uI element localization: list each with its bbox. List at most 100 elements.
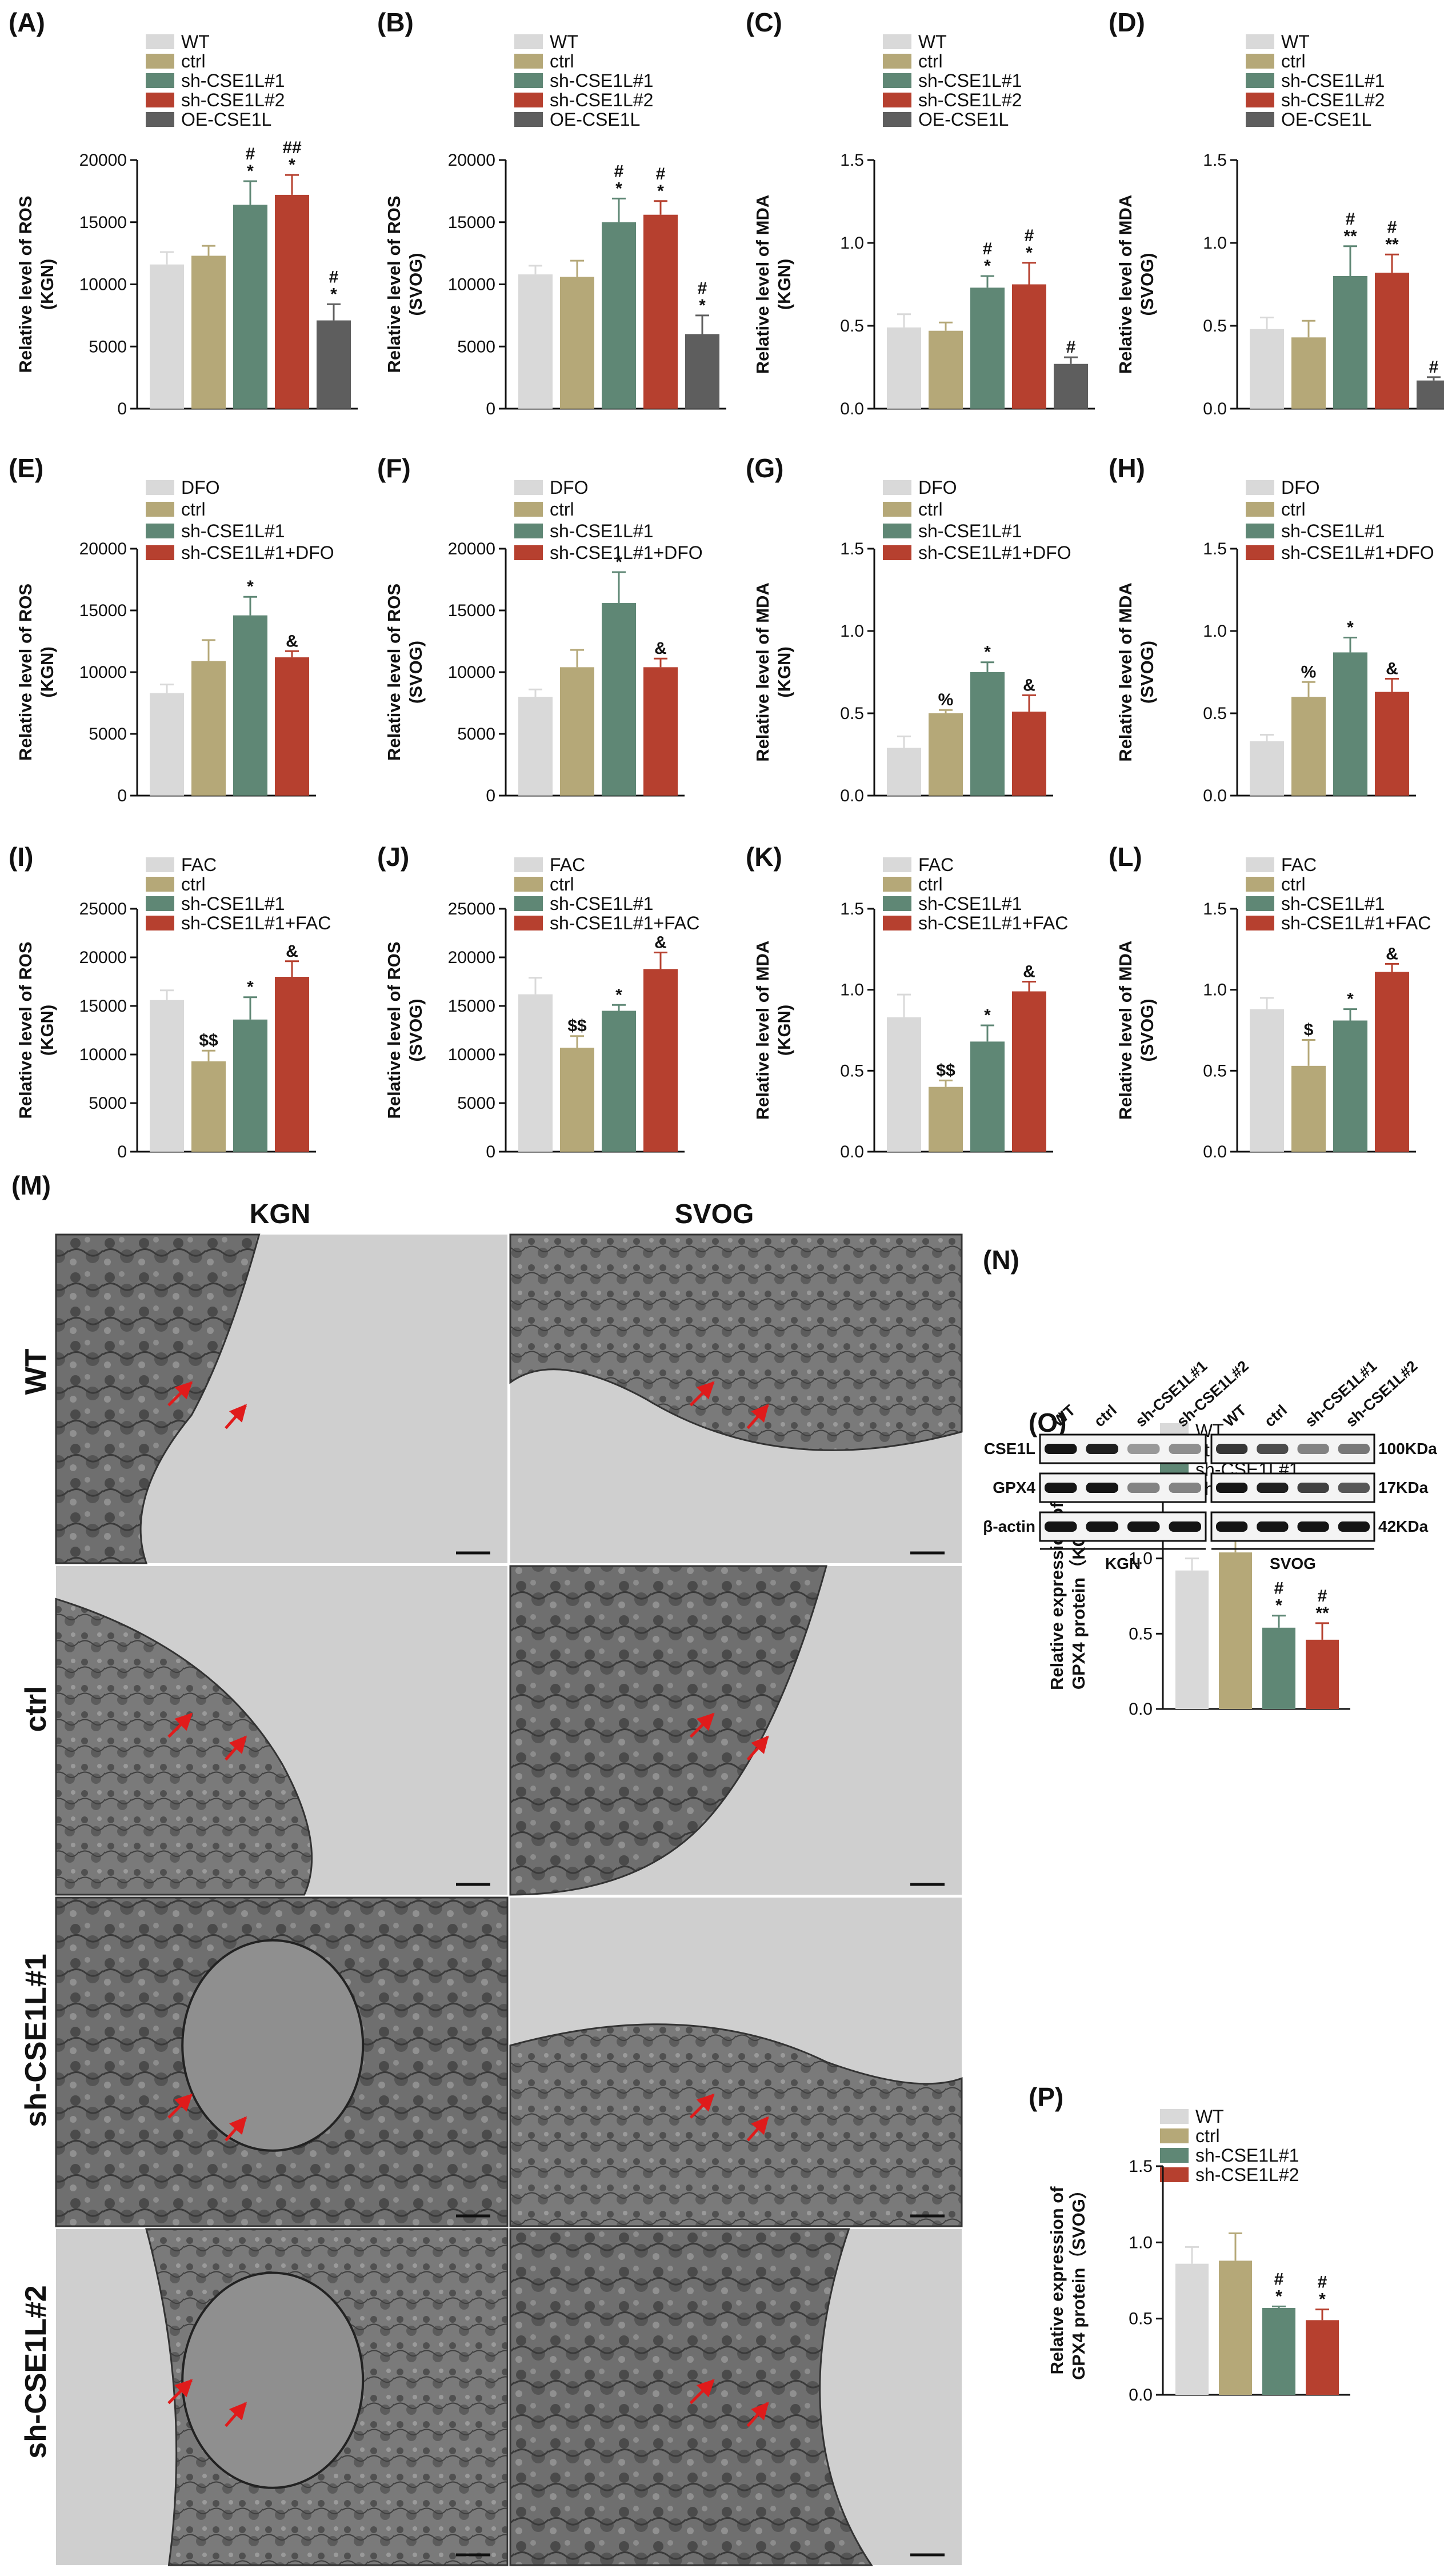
y-axis-label-line: (KGN) [37,1005,57,1056]
bar [970,1041,1005,1152]
y-tick-label: 1.5 [1203,900,1227,918]
bar [887,1017,921,1152]
legend-label: sh-CSE1L#2 [1195,2164,1299,2185]
significance-mark: * [699,296,706,315]
legend-label: sh-CSE1L#1+FAC [550,913,699,933]
em-image-ctrl-KGN [55,1566,507,1896]
legend-swatch [146,877,174,892]
em-image-sh-CSE1L#1-SVOG [509,1898,963,2227]
wb-band [1086,1521,1118,1532]
y-tick-label: 5000 [457,725,495,744]
legend-swatch [514,877,543,892]
significance-mark: & [1023,676,1035,694]
wb-band [1297,1444,1329,1454]
legend-label: sh-CSE1L#1 [550,70,653,91]
legend-label: sh-CSE1L#1 [1281,893,1385,914]
legend-swatch [883,112,911,127]
legend-swatch [883,524,911,538]
legend-swatch [146,112,174,127]
y-tick-label: 0.5 [840,317,864,336]
legend-swatch [883,877,911,892]
significance-mark: # [246,145,255,163]
legend-label: WT [1195,2106,1224,2127]
panel-label: (C) [746,7,782,37]
wb-size-label: 100KDa [1378,1440,1437,1457]
y-axis-label-line: Relative level of ROS [15,941,35,1119]
y-axis-label-line: (KGN) [37,646,57,698]
wb-band [1257,1444,1289,1454]
legend-label: WT [181,31,210,52]
legend-label: sh-CSE1L#2 [550,90,653,110]
wb-lane-label: ctrl [1261,1401,1290,1430]
significance-mark: & [1386,660,1398,678]
y-axis-label: Relative level of MDA(KGN) [753,582,794,762]
y-tick-label: 15000 [79,601,127,620]
legend-label: ctrl [918,51,943,71]
em-red-arrow [225,1735,247,1761]
y-tick-label: 5000 [457,337,495,356]
significance-mark: # [1429,358,1439,377]
legend-swatch [514,112,543,127]
y-tick-label: 0 [117,786,127,805]
bar [602,603,636,796]
em-panel: (M) KGN SVOG WT ctrl sh-CSE1L#1 sh-CSE1L… [11,1171,963,2566]
bar [1291,337,1326,409]
legend-swatch [146,524,174,538]
wb-protein-label: GPX4 [993,1479,1035,1496]
em-cytoplasm [509,1565,827,1896]
significance-mark: * [984,257,991,275]
bar [150,264,184,409]
significance-mark: * [984,1006,991,1025]
em-row-sh1: sh-CSE1L#1 [19,1954,53,2127]
legend-label: sh-CSE1L#1 [918,521,1022,541]
significance-mark: * [289,155,295,174]
em-nucleus [181,1939,365,2152]
y-tick-label: 0 [117,400,127,418]
significance-mark: # [614,162,624,181]
y-axis-label-line: Relative level of MDA [1115,582,1135,762]
significance-mark: & [1386,944,1398,963]
bar [887,748,921,796]
y-tick-label: 0 [486,1143,495,1161]
bar [1219,1552,1252,1709]
y-tick-label: 1.0 [1203,234,1227,253]
legend-label: sh-CSE1L#1+FAC [181,913,331,933]
em-red-arrow [225,2402,247,2427]
em-image-sh-CSE1L#1-KGN [55,1896,509,2227]
bar [275,657,309,796]
legend-label: ctrl [1195,2126,1220,2146]
legend-label: sh-CSE1L#1+DFO [550,542,703,563]
significance-mark: $ [1304,1021,1314,1040]
y-axis-label-line: (KGN) [774,1005,794,1056]
y-tick-label: 0 [486,400,495,418]
wb-band [1216,1521,1248,1532]
wb-cell-label: SVOG [1270,1555,1316,1572]
y-tick-label: 0.0 [1203,786,1227,805]
wb-band [1169,1521,1201,1532]
em-red-arrow [689,2093,715,2119]
em-red-arrow [167,1381,193,1407]
legend-label: sh-CSE1L#1+FAC [918,913,1068,933]
bar [1250,1009,1284,1152]
bar [518,697,553,796]
y-axis-label-line: Relative level of ROS [384,195,404,373]
y-tick-label: 0.5 [840,704,864,723]
y-tick-label: 10000 [79,1045,127,1064]
legend-swatch [146,480,174,495]
bar [887,327,921,409]
em-red-arrow [689,2379,715,2405]
legend-label: ctrl [181,51,206,71]
bar [1012,284,1046,409]
legend-label: FAC [1281,854,1317,875]
em-red-arrow [225,1404,247,1429]
em-row-wt: WT [19,1348,53,1395]
wb-band [1257,1483,1289,1493]
legend-label: OE-CSE1L [181,109,271,130]
legend-label: sh-CSE1L#2 [918,90,1022,110]
y-tick-label: 15000 [79,213,127,232]
bar [1333,1020,1367,1152]
